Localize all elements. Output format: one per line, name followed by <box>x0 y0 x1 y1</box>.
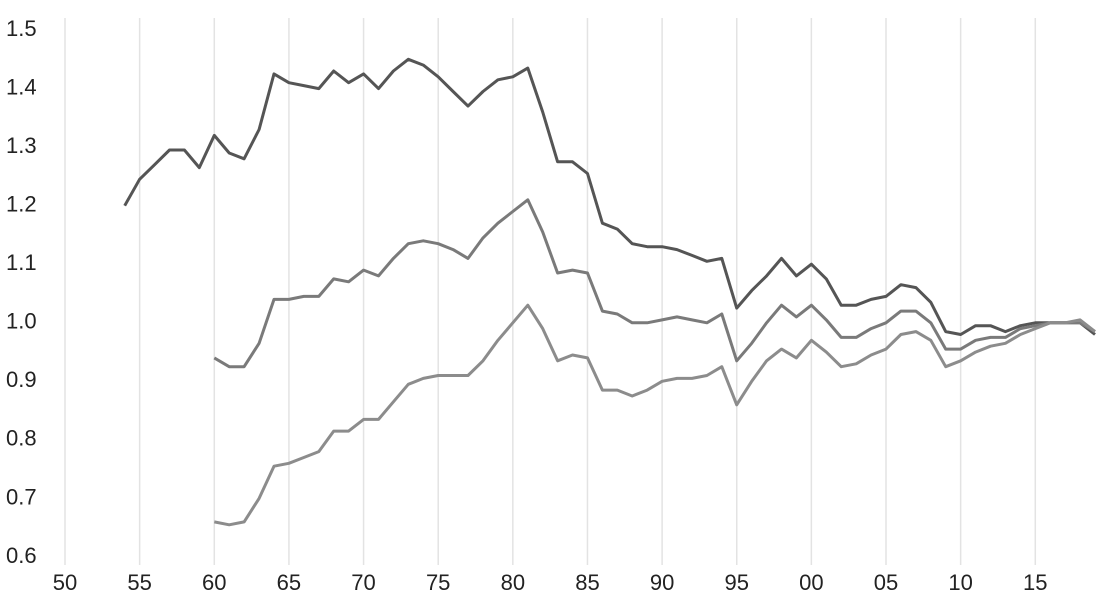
y-tick-label: 1.4 <box>6 74 37 99</box>
x-tick-label: 90 <box>650 570 674 595</box>
y-tick-label: 1.3 <box>6 133 37 158</box>
x-tick-label: 80 <box>501 570 525 595</box>
y-tick-label: 1.0 <box>6 309 37 334</box>
series-line <box>214 303 1096 527</box>
y-tick-label: 0.9 <box>6 367 37 392</box>
x-tick-label: 70 <box>351 570 375 595</box>
x-tick-label: 15 <box>1023 570 1047 595</box>
y-tick-label: 1.5 <box>6 16 37 41</box>
x-tick-label: 95 <box>724 570 748 595</box>
x-tick-label: 00 <box>799 570 823 595</box>
y-tick-label: 1.1 <box>6 250 37 275</box>
y-tick-label: 1.2 <box>6 191 37 216</box>
x-tick-label: 10 <box>948 570 972 595</box>
y-tick-label: 0.7 <box>6 484 37 509</box>
x-tick-label: 85 <box>575 570 599 595</box>
series-line <box>123 57 1096 336</box>
x-tick-label: 60 <box>202 570 226 595</box>
y-tick-label: 0.8 <box>6 426 37 451</box>
x-tick-label: 65 <box>277 570 301 595</box>
series-line <box>213 198 1096 369</box>
x-tick-label: 50 <box>53 570 77 595</box>
x-tick-label: 55 <box>127 570 151 595</box>
y-tick-label: 0.6 <box>6 543 37 568</box>
x-tick-label: 75 <box>426 570 450 595</box>
x-tick-label: 05 <box>874 570 898 595</box>
